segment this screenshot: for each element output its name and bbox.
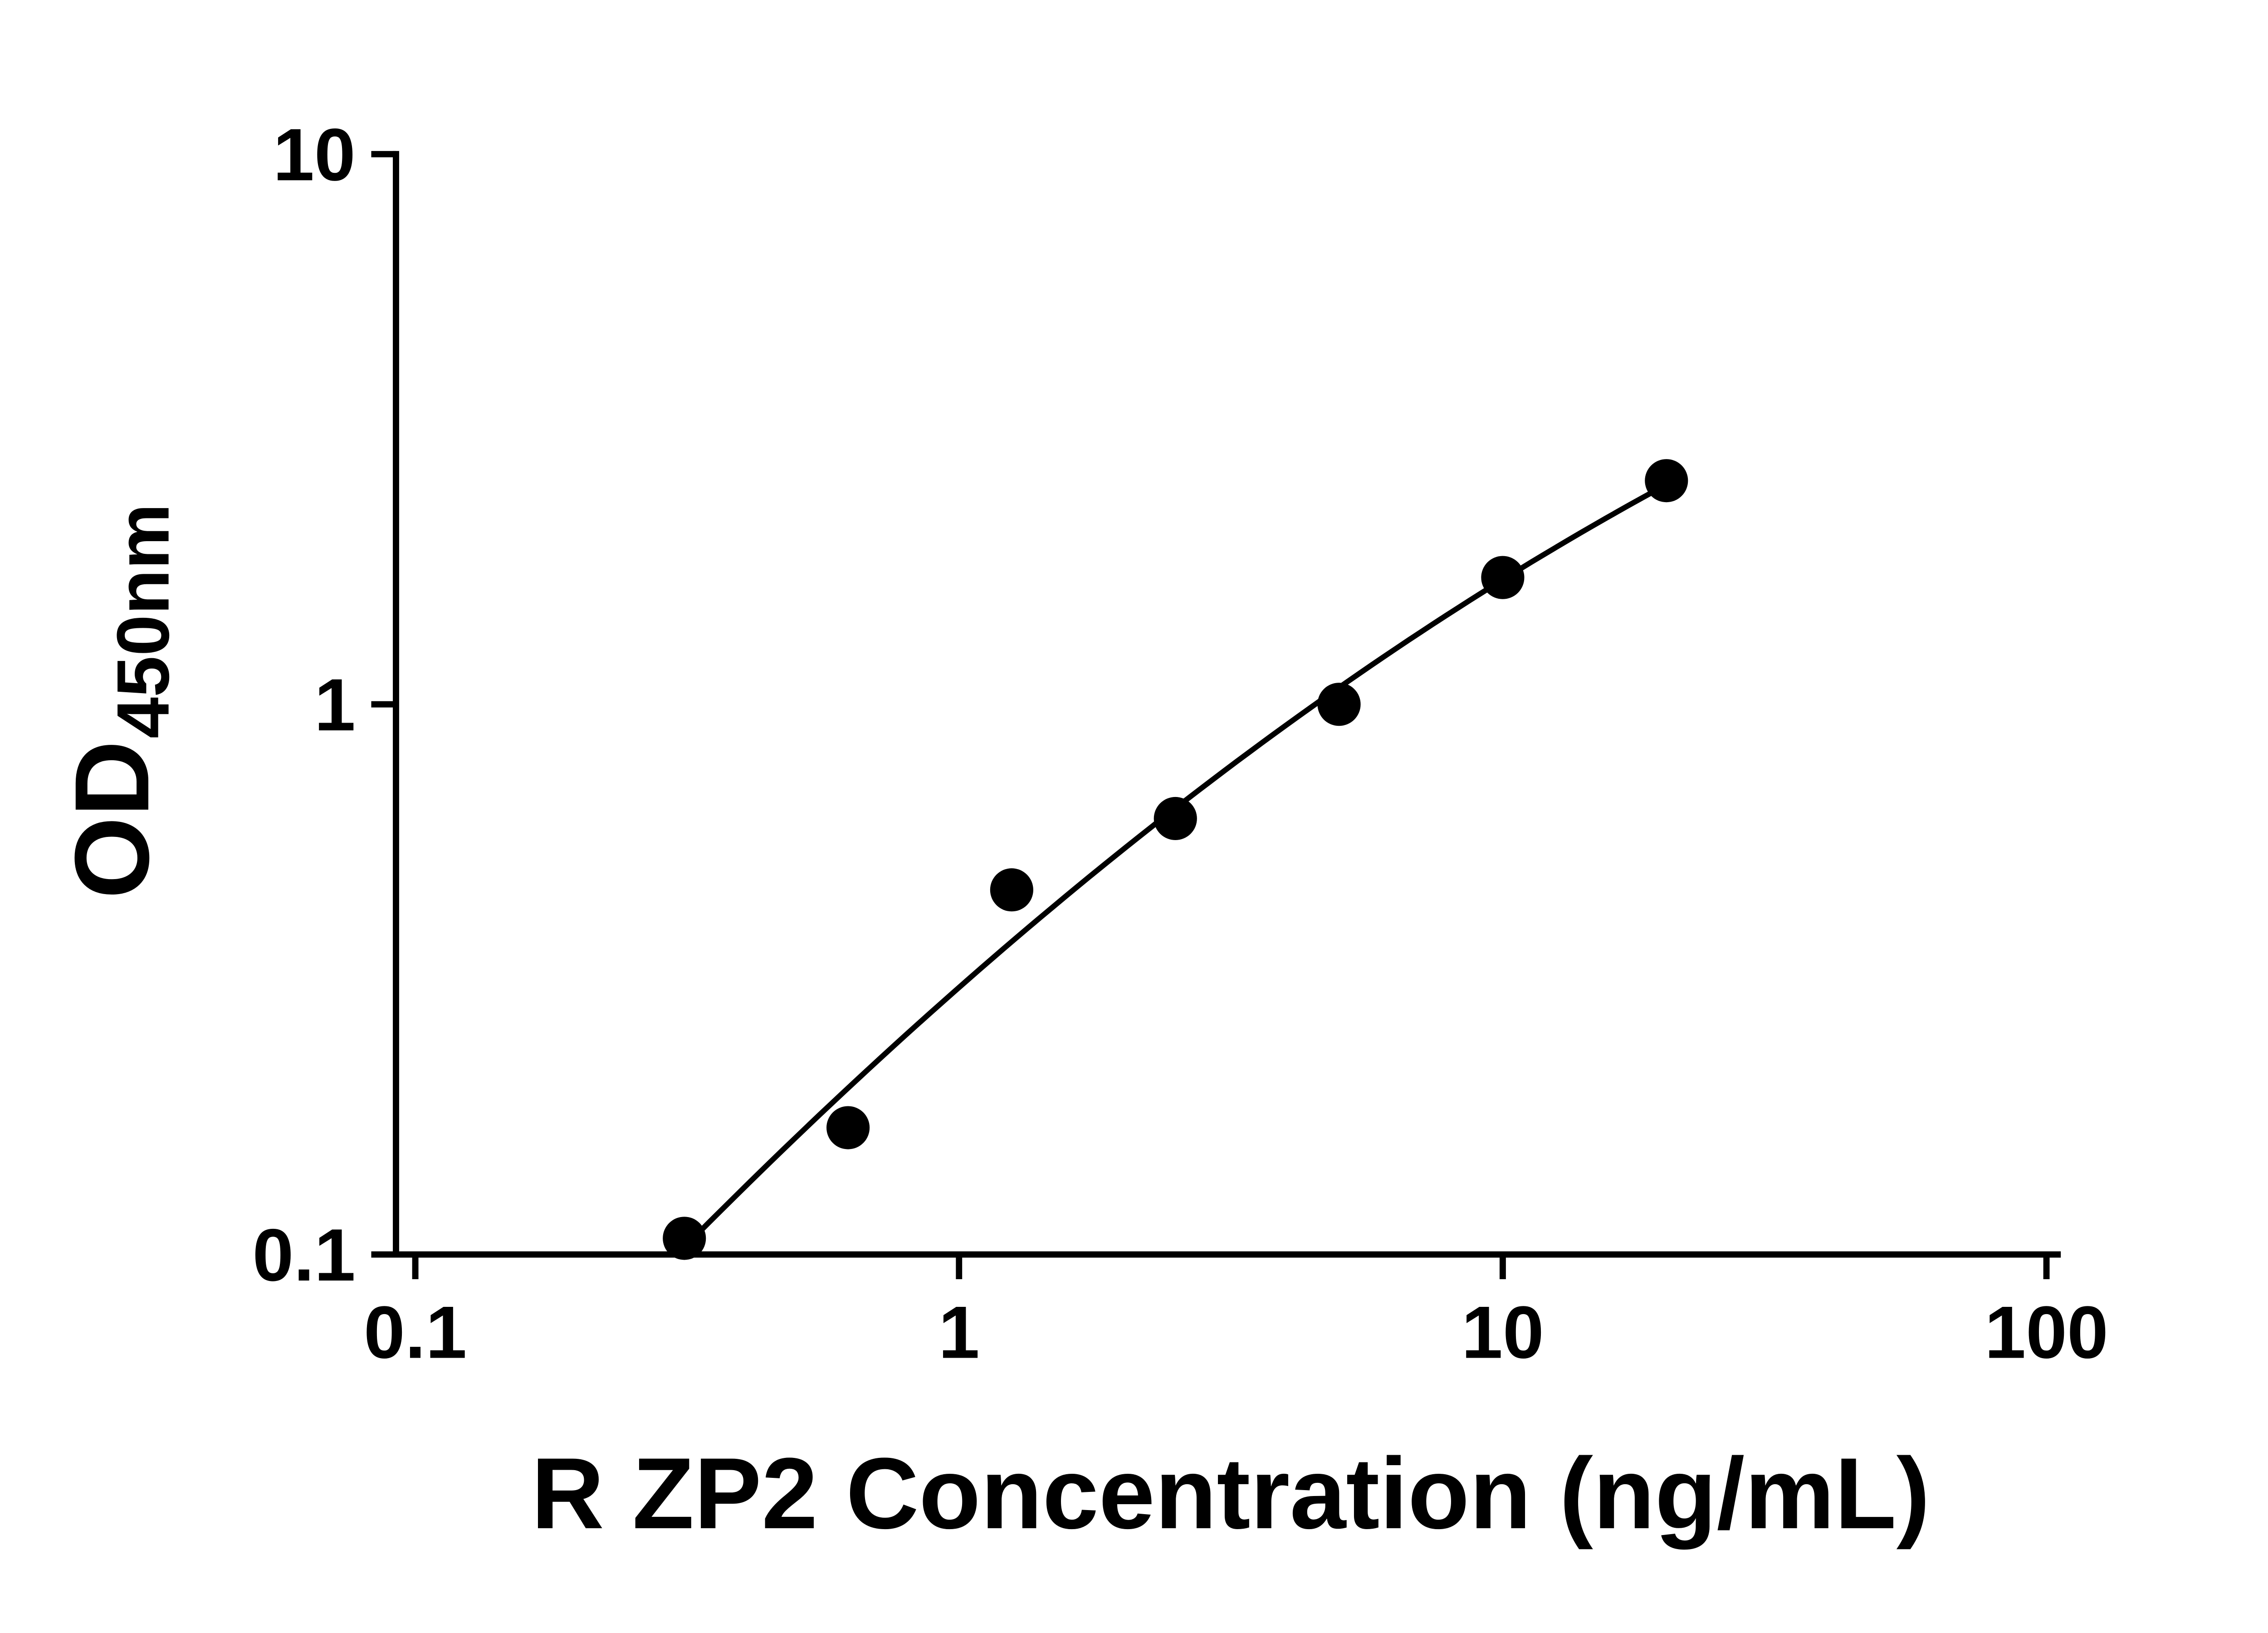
x-tick-label: 0.1 — [364, 1291, 467, 1374]
axes-lines — [393, 151, 2061, 1258]
x-tick-label: 10 — [1461, 1291, 1544, 1374]
data-point — [1481, 556, 1525, 599]
x-tick-label: 100 — [1984, 1291, 2108, 1374]
data-point — [990, 868, 1033, 912]
y-tick-label: 10 — [273, 113, 356, 196]
y-axis-title-main: OD — [53, 740, 171, 899]
data-point — [1317, 683, 1361, 726]
data-point — [1645, 459, 1688, 503]
data-point — [663, 1217, 706, 1260]
plot-layer: 0.1 1 10 100 0.1 1 10 — [253, 113, 2108, 1374]
data-point — [826, 1106, 870, 1149]
x-tick-label: 1 — [938, 1291, 980, 1374]
y-axis-title: OD 450nm — [53, 504, 185, 899]
x-axis-title: R ZP2 Concentration (ng/mL) — [531, 1437, 1930, 1550]
y-axis-title-sub: 450nm — [102, 504, 185, 738]
y-tick-label: 0.1 — [253, 1213, 356, 1296]
y-tick-label: 1 — [314, 663, 356, 746]
data-point — [1154, 797, 1197, 841]
